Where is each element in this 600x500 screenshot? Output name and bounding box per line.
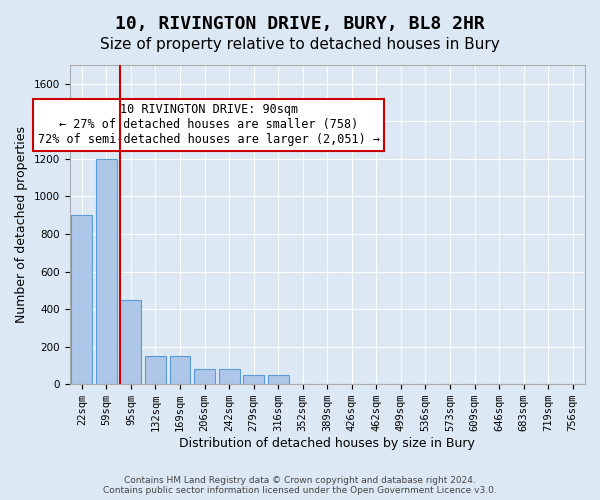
Bar — [194, 369, 215, 384]
Text: Contains HM Land Registry data © Crown copyright and database right 2024.
Contai: Contains HM Land Registry data © Crown c… — [103, 476, 497, 495]
Y-axis label: Number of detached properties: Number of detached properties — [15, 126, 28, 323]
Bar — [145, 356, 166, 384]
Bar — [268, 375, 289, 384]
Text: 10 RIVINGTON DRIVE: 90sqm
← 27% of detached houses are smaller (758)
72% of semi: 10 RIVINGTON DRIVE: 90sqm ← 27% of detac… — [38, 104, 380, 146]
Bar — [71, 215, 92, 384]
Text: 10, RIVINGTON DRIVE, BURY, BL8 2HR: 10, RIVINGTON DRIVE, BURY, BL8 2HR — [115, 15, 485, 33]
X-axis label: Distribution of detached houses by size in Bury: Distribution of detached houses by size … — [179, 437, 475, 450]
Bar — [121, 300, 142, 384]
Bar — [170, 356, 190, 384]
Text: Size of property relative to detached houses in Bury: Size of property relative to detached ho… — [100, 38, 500, 52]
Bar — [96, 159, 117, 384]
Bar — [218, 369, 239, 384]
Bar — [243, 375, 264, 384]
